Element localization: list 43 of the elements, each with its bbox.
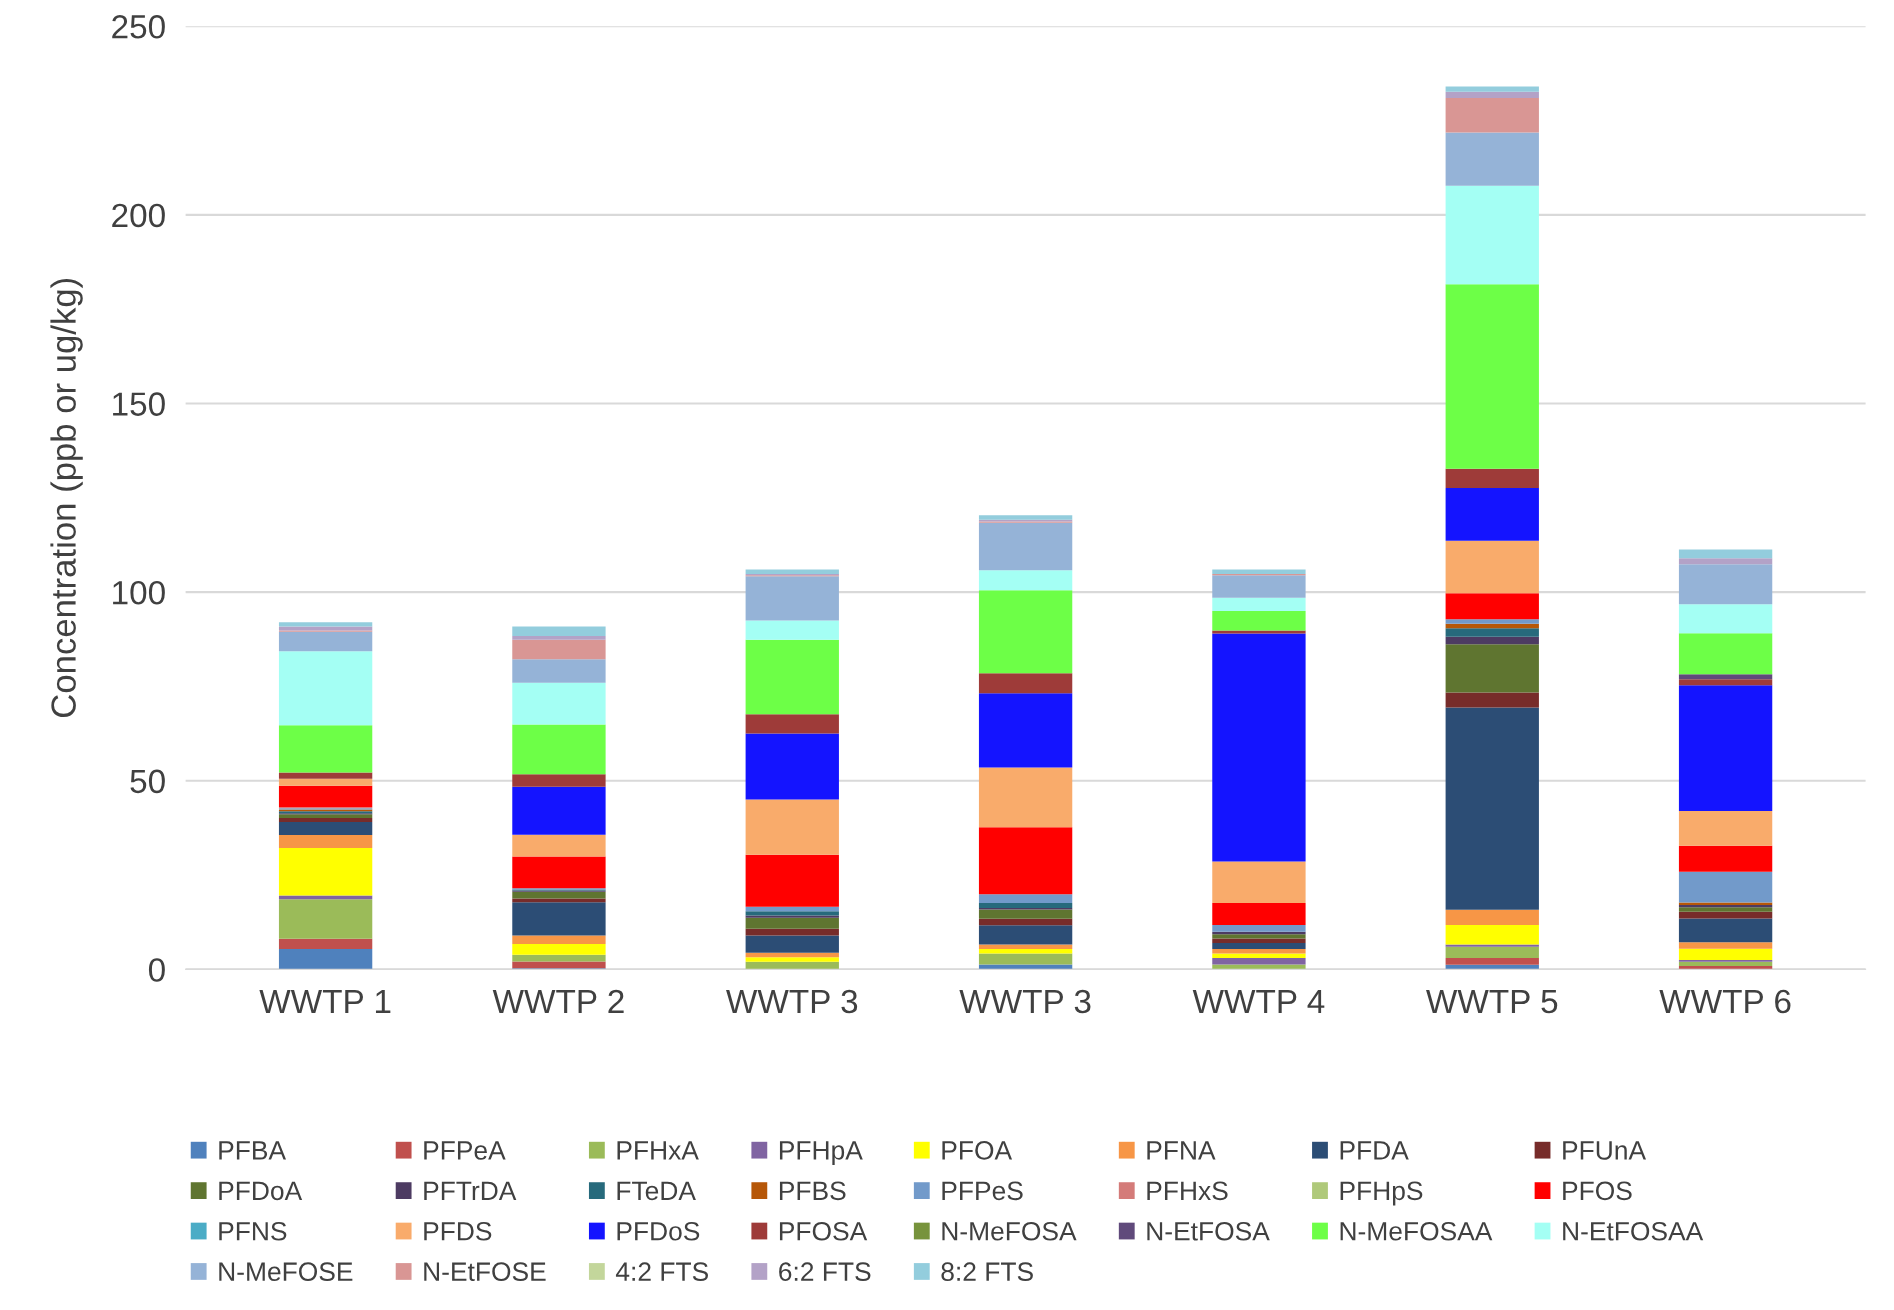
legend-label: PFHxA — [617, 1141, 699, 1160]
y-tick-label: 200 — [112, 203, 165, 228]
legend-label: PFHpA — [779, 1141, 863, 1165]
x-tick-label: WWTP 3 — [726, 989, 858, 1014]
legend-label: 4:2 FTS — [615, 1262, 708, 1282]
legend-label: N-MeFOSE — [219, 1262, 353, 1282]
x-tick-label: WWTP 3 — [959, 989, 1091, 1014]
legend-label: PFHxS — [1147, 1181, 1228, 1201]
x-tick-label: WWTP 1 — [259, 990, 391, 1013]
legend-label: FTeDA — [617, 1181, 696, 1201]
x-tick-label: WWTP 5 — [1426, 990, 1558, 1014]
legend-label: PFPeA — [424, 1141, 506, 1160]
legend-label: PFNA — [1147, 1141, 1216, 1160]
legend-label: N-EtFOSAA — [1563, 1221, 1704, 1241]
legend-label: PFTrDA — [424, 1181, 517, 1200]
legend-label: PFPeS — [942, 1181, 1023, 1201]
legend-label: PFBS — [779, 1181, 846, 1201]
legend-label: PFNS — [219, 1221, 287, 1241]
y-tick-label: 100 — [113, 580, 165, 605]
legend-label: PFUnA — [1563, 1141, 1647, 1160]
legend-label: PFDoS — [617, 1221, 700, 1241]
x-tick-label: WWTP 6 — [1659, 989, 1791, 1014]
x-tick-label: WWTP 2 — [492, 989, 624, 1013]
legend-label: N-MeFOSA — [942, 1221, 1077, 1241]
y-tick-label: 0 — [148, 958, 165, 982]
legend-label: PFOA — [942, 1141, 1013, 1160]
legend-label: PFBA — [219, 1141, 287, 1160]
legend-label: PFDA — [1340, 1141, 1409, 1160]
y-tick-label: 50 — [130, 769, 165, 794]
legend-label: 8:2 FTS — [941, 1262, 1033, 1282]
legend-label: N-EtFOSE — [424, 1262, 546, 1282]
legend-label: PFOSA — [779, 1221, 868, 1241]
legend-label: PFHpS — [1340, 1181, 1423, 1206]
legend-label: 6:2 FTS — [779, 1262, 871, 1282]
y-axis-title: Concentration (ppb or ug/kg) — [50, 278, 83, 718]
y-tick-label: 250 — [112, 15, 165, 39]
legend-label: PFDoA — [219, 1181, 303, 1201]
legend-label: PFDS — [424, 1221, 492, 1241]
x-tick-label: WWTP 4 — [1192, 990, 1325, 1013]
legend-label: N-EtFOSA — [1147, 1221, 1270, 1241]
y-tick-label: 150 — [113, 392, 165, 416]
legend-label: PFOS — [1563, 1181, 1632, 1201]
legend-label: N-MeFOSAA — [1340, 1221, 1493, 1241]
